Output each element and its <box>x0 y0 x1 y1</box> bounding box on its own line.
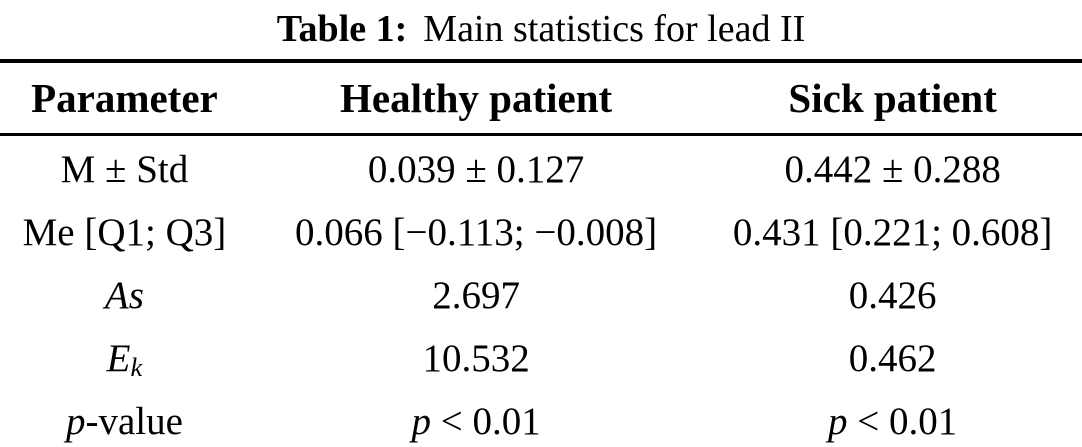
table-row: p-value p < 0.01 p < 0.01 <box>0 388 1082 447</box>
value-cell: p < 0.01 <box>249 388 703 447</box>
cell-text-segment: Me [Q1; Q3] <box>22 211 227 254</box>
table-row: As 2.697 0.426 <box>0 262 1082 325</box>
value-cell: 0.039 ± 0.127 <box>249 135 703 200</box>
cell-text-segment: < 0.01 <box>847 400 958 443</box>
cell-text-segment: 2.697 <box>432 274 520 317</box>
table-row: M ± Std 0.039 ± 0.127 0.442 ± 0.288 <box>0 135 1082 200</box>
column-header-parameter: Parameter <box>0 61 249 136</box>
cell-text-segment: 0.039 ± 0.127 <box>367 148 585 191</box>
cell-text-segment: p <box>65 400 86 443</box>
value-cell: p < 0.01 <box>703 388 1082 447</box>
cell-text-segment: 0.442 ± 0.288 <box>784 148 1001 191</box>
parameter-cell: M ± Std <box>0 135 249 200</box>
column-header-sick-patient: Sick patient <box>703 61 1082 136</box>
statistics-table: Parameter Healthy patient Sick patient M ±… <box>0 59 1082 447</box>
value-cell: 0.431 [0.221; 0.608] <box>703 199 1082 262</box>
table-caption-label: Table 1: <box>276 8 408 50</box>
value-cell: 2.697 <box>249 262 703 325</box>
value-cell: 0.462 <box>703 325 1082 388</box>
cell-text-segment: p <box>411 400 431 443</box>
cell-text-segment: E <box>106 337 131 380</box>
table-row: Me [Q1; Q3] 0.066 [−0.113; −0.008] 0.431 [… <box>0 199 1082 262</box>
table-caption-text: Main statistics for lead II <box>423 8 806 50</box>
value-cell: 10.532 <box>249 325 703 388</box>
cell-text-segment: < 0.01 <box>430 400 541 443</box>
table-caption: Table 1: Main statistics for lead II <box>0 0 1082 59</box>
value-cell: 0.066 [−0.113; −0.008] <box>249 199 703 262</box>
parameter-cell: Me [Q1; Q3] <box>0 199 249 262</box>
cell-text-segment: 10.532 <box>422 337 530 380</box>
parameter-cell: As <box>0 262 249 325</box>
cell-text-segment: M ± Std <box>60 148 189 191</box>
cell-text-segment: 0.431 [0.221; 0.608] <box>732 211 1053 254</box>
table-row: Ek 10.532 0.462 <box>0 325 1082 388</box>
parameter-cell: Ek <box>0 325 249 388</box>
cell-text-segment: -value <box>85 400 183 443</box>
cell-text-segment: 0.066 [−0.113; −0.008] <box>295 211 658 254</box>
column-header-healthy-patient: Healthy patient <box>248 61 704 136</box>
parameter-cell: p-value <box>0 388 249 447</box>
cell-text-segment: k <box>130 351 143 382</box>
cell-text-segment: p <box>828 400 848 443</box>
cell-text-segment: As <box>104 274 144 317</box>
value-cell: 0.426 <box>703 262 1082 325</box>
cell-text-segment: 0.462 <box>848 337 937 380</box>
table-header-row: Parameter Healthy patient Sick patient <box>0 61 1082 136</box>
cell-text-segment: 0.426 <box>848 274 937 317</box>
value-cell: 0.442 ± 0.288 <box>703 135 1082 200</box>
